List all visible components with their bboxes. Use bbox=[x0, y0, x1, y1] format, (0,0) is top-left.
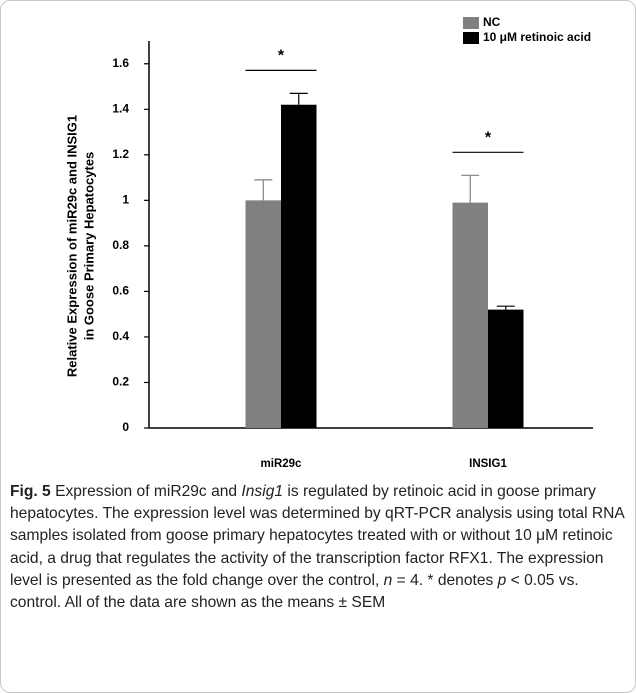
significance-mark: * bbox=[485, 130, 492, 147]
caption-text: < 0.05 vs. control. All of the data are … bbox=[10, 571, 579, 612]
bar bbox=[245, 200, 281, 428]
y-tick-label: 0 bbox=[122, 420, 129, 434]
caption: Fig. 5 Expression of miR29c and Insig1 i… bbox=[10, 481, 628, 614]
y-tick-label: 0.4 bbox=[112, 329, 129, 343]
y-axis-label: in Goose Primary Hepatocytes bbox=[81, 152, 96, 341]
x-tick-label: INSIG1 bbox=[469, 458, 507, 470]
chart: Relative Expression of miR29c and INSIG1… bbox=[64, 15, 593, 470]
significance-mark: * bbox=[278, 48, 285, 65]
y-tick-label: 0.2 bbox=[112, 375, 129, 389]
y-tick-label: 1.6 bbox=[112, 56, 129, 70]
caption-text: = 4. * denotes bbox=[392, 571, 498, 589]
bar bbox=[452, 202, 488, 428]
caption-text: n bbox=[383, 571, 393, 589]
legend-label: NC bbox=[483, 15, 501, 29]
y-tick-label: 1.4 bbox=[112, 101, 129, 115]
legend-swatch bbox=[463, 32, 479, 44]
caption-label: Fig. 5 bbox=[10, 483, 51, 500]
y-axis-label: Relative Expression of miR29c and INSIG1 bbox=[64, 115, 79, 377]
caption-text: is regulated by retinoic acid in goose p… bbox=[10, 483, 624, 589]
x-tick-label: miR29c bbox=[261, 458, 303, 470]
caption-text: Insig1 bbox=[241, 483, 284, 500]
legend-label: 10 μM retinoic acid bbox=[483, 30, 591, 44]
y-tick-label: 1 bbox=[122, 193, 129, 207]
bar bbox=[281, 104, 317, 428]
legend-swatch bbox=[463, 17, 479, 29]
caption-text: p bbox=[497, 571, 507, 589]
y-tick-label: 1.2 bbox=[112, 147, 129, 161]
y-tick-label: 0.6 bbox=[112, 284, 129, 298]
bar bbox=[488, 309, 524, 428]
caption-text: Expression of miR29c and bbox=[50, 483, 242, 500]
y-tick-label: 0.8 bbox=[112, 238, 129, 252]
